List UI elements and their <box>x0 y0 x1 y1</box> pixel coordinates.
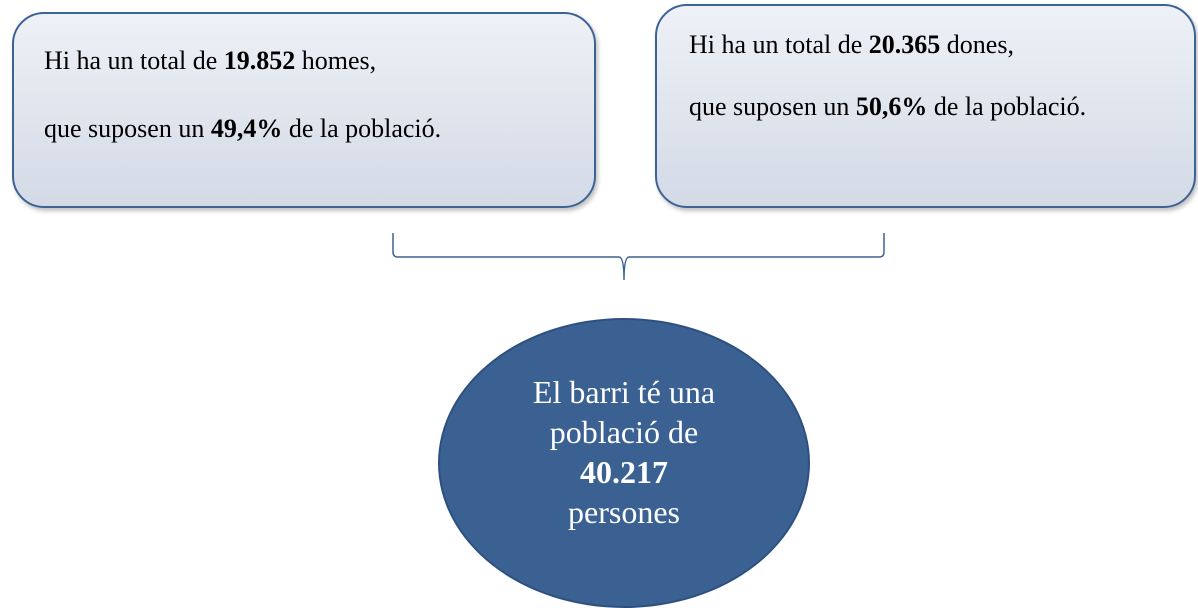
number: 50,6% <box>855 92 928 121</box>
text: Hi ha un total de <box>44 46 218 75</box>
text: El barri té una població de <box>532 374 716 450</box>
text: de la població. <box>288 114 442 143</box>
women-box: Hi ha un total de 20.365 dones, que supo… <box>655 4 1196 208</box>
text: homes, <box>301 46 377 75</box>
text-line: Hi ha un total de 20.365 dones, <box>689 28 1182 62</box>
men-box: Hi ha un total de 19.852 homes, que supo… <box>12 12 596 208</box>
text-line: que suposen un 50,6% de la població. <box>689 90 1182 124</box>
number: 49,4% <box>210 114 283 143</box>
text: que suposen un <box>689 92 850 121</box>
number: 20.365 <box>868 30 941 59</box>
text: que suposen un <box>44 114 205 143</box>
number: 40.217 <box>580 454 668 490</box>
text: de la població. <box>933 92 1087 121</box>
text: Hi ha un total de <box>689 30 863 59</box>
text: persones <box>568 494 680 530</box>
brace <box>392 233 885 281</box>
number: 19.852 <box>223 46 296 75</box>
text-line: Hi ha un total de 19.852 homes, <box>44 44 594 78</box>
text: dones, <box>946 30 1014 59</box>
text-line: que suposen un 49,4% de la població. <box>44 112 594 146</box>
total-ellipse: El barri té una població de 40.217 perso… <box>438 318 810 608</box>
